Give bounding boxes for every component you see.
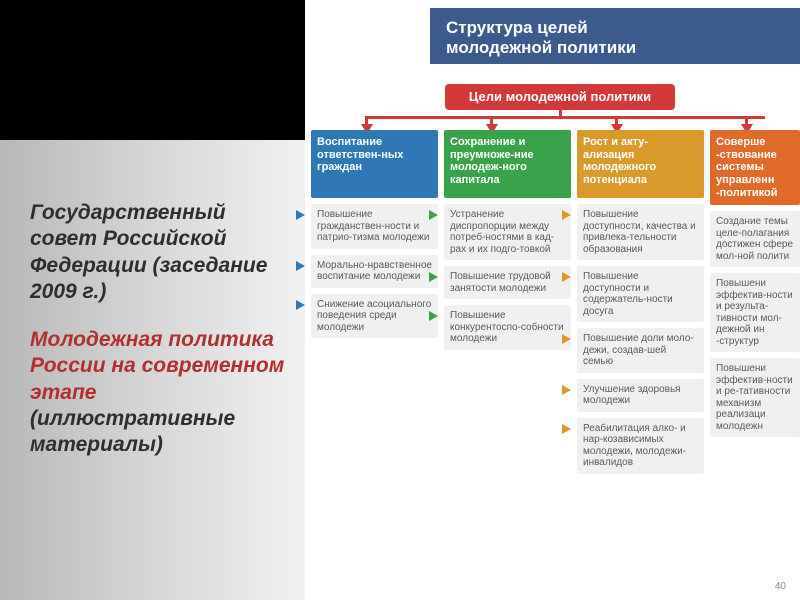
cell-3-2: Повышени​ эффектив-ности и ре-тативности… — [710, 358, 800, 437]
column-0: Воспитание ответствен-ных граждан Повышен… — [311, 130, 438, 578]
cell-3-0: Создание​ темы целе-полагания​ достижен​… — [710, 211, 800, 267]
arrow-right-icon — [562, 334, 571, 344]
diagram-panel: Структура целей молодежной политики Цели… — [305, 0, 800, 600]
column-2: Рост и акту-ализация молодежного потенци… — [577, 130, 704, 578]
tree-stem — [559, 110, 562, 118]
diagram-title: Структура целей молодежной политики — [430, 8, 800, 64]
cell-1-0: Устранение диспропорции между потреб-нос… — [444, 204, 571, 260]
column-head-3: Соверше​-ствование системы управленн​-по… — [710, 130, 800, 205]
arrow-right-icon — [562, 272, 571, 282]
cell-3-1: Повышени​ эффектив-ности и результа-тивн… — [710, 273, 800, 352]
left-text-1: Государственный совет Российской Федерац… — [30, 200, 290, 305]
column-head-2: Рост и акту-ализация молодежного потенци… — [577, 130, 704, 198]
cell-1-2: Повышение конкурентоспо-собности молодеж… — [444, 305, 571, 350]
arrow-right-icon — [562, 210, 571, 220]
cell-2-3: Улучшение здоровья молодежи — [577, 379, 704, 412]
column-1: Сохранение и преумноже-ние молодеж-ного … — [444, 130, 571, 578]
arrow-right-icon — [429, 311, 438, 321]
tree-hbar — [365, 116, 765, 119]
arrow-right-icon — [429, 210, 438, 220]
cell-2-4: Реабилитация алко- и нар-козависимых мол… — [577, 418, 704, 474]
diagram-title-l2: молодежной политики — [446, 38, 636, 57]
arrow-right-icon — [562, 385, 571, 395]
left-text-2: Молодежная политика России на современно… — [30, 328, 284, 404]
column-head-1: Сохранение и преумноже-ние молодеж-ного … — [444, 130, 571, 198]
column-head-0: Воспитание ответствен-ных граждан — [311, 130, 438, 198]
left-text-3: (иллюстративные материалы) — [30, 407, 235, 456]
arrow-right-icon — [429, 272, 438, 282]
arrow-right-icon — [296, 210, 305, 220]
diagram: Структура целей молодежной политики Цели… — [305, 0, 800, 600]
slide-stage: Государственный совет Российской Федерац… — [0, 0, 800, 600]
left-panel: Государственный совет Российской Федерац… — [0, 140, 320, 600]
cell-0-0: Повышение гражданствен-ности и патрио-ти… — [311, 204, 438, 249]
arrow-right-icon — [296, 300, 305, 310]
cell-0-2: Снижение асоциального поведения среди мо… — [311, 294, 438, 339]
cell-2-0: Повышение доступности, качества и привле… — [577, 204, 704, 260]
goals-pill: Цели молодежной политики — [445, 84, 675, 110]
column-3: Соверше​-ствование системы управленн​-по… — [710, 130, 800, 578]
diagram-title-l1: Структура целей — [446, 18, 588, 37]
cell-0-1: Морально-нравственное воспитание молодеж… — [311, 255, 438, 288]
slide-number: 40 — [775, 581, 786, 592]
arrow-right-icon — [296, 261, 305, 271]
cell-1-1: Повышение трудовой занятости молодежи — [444, 266, 571, 299]
arrow-right-icon — [562, 424, 571, 434]
cell-2-1: Повышение доступности и содержатель-ност… — [577, 266, 704, 322]
cell-2-2: Повышение доли моло-дежи, создав-шей сем… — [577, 328, 704, 373]
columns-container: Воспитание ответствен-ных граждан Повышен… — [305, 130, 800, 578]
